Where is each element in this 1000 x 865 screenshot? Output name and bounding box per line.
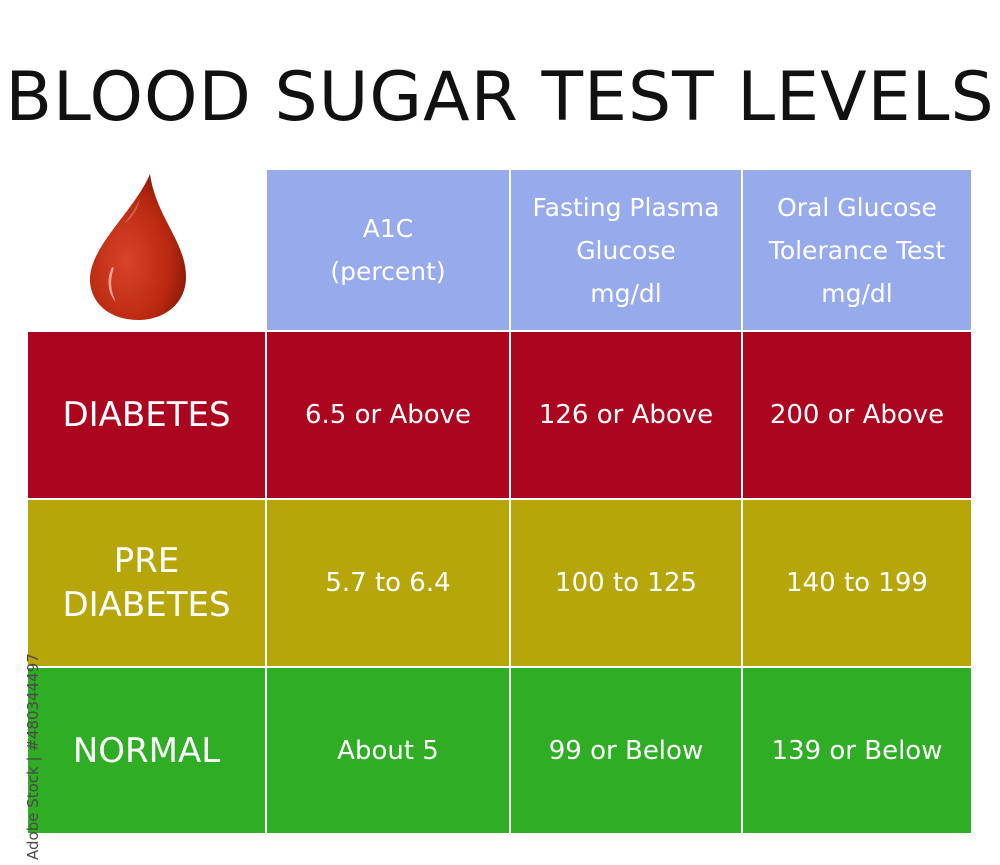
table-cell-value: 126 or Above — [538, 400, 714, 430]
column-header-text: Fasting Plasma Glucose mg/dl — [533, 186, 720, 315]
row-label: DIABETES — [28, 332, 265, 498]
table-cell: 100 to 125 — [511, 500, 741, 666]
column-header-line: A1C — [362, 214, 414, 243]
table-cell-value: 140 to 199 — [786, 568, 928, 598]
table-cell-value: 6.5 or Above — [304, 400, 472, 430]
column-header-line: mg/dl — [590, 278, 662, 308]
table-cell: 5.7 to 6.4 — [267, 500, 509, 666]
table-cell: About 5 — [267, 668, 509, 833]
watermark-text: Adobe Stock | #480344497 — [24, 653, 42, 860]
row-label-line: PRE — [113, 541, 180, 581]
column-header-line: Tolerance Test — [768, 235, 946, 265]
table-cell: 139 or Below — [743, 668, 971, 833]
column-header-text: Oral Glucose Tolerance Test mg/dl — [769, 186, 945, 315]
table-cell: 99 or Below — [511, 668, 741, 833]
row-label-line: DIABETES — [62, 585, 231, 625]
column-header-line: (percent) — [330, 257, 446, 286]
column-header-line: Glucose — [576, 235, 676, 265]
row-label-text: DIABETES — [62, 393, 230, 437]
table-cell: 6.5 or Above — [267, 332, 509, 498]
table-cell: 126 or Above — [511, 332, 741, 498]
chart-title: BLOOD SUGAR TEST LEVELS — [5, 58, 995, 137]
table-cell-value: 99 or Below — [548, 735, 704, 766]
column-header-line: Oral Glucose — [777, 192, 937, 222]
blood-drop-icon — [89, 174, 186, 320]
row-label: NORMAL — [28, 668, 265, 833]
row-label-line: DIABETES — [62, 395, 231, 435]
column-header-line: Fasting Plasma — [532, 192, 720, 222]
row-label-text: NORMAL — [73, 729, 220, 773]
table-cell: 200 or Above — [743, 332, 971, 498]
table-cell-value: 5.7 to 6.4 — [325, 568, 451, 598]
row-label-text: PRE DIABETES — [62, 539, 230, 627]
column-header-text: A1C (percent) — [330, 207, 445, 293]
watermark: Adobe Stock | #480344497 — [4, 620, 42, 860]
column-header-line: mg/dl — [821, 278, 893, 308]
table-cell-value: 139 or Below — [771, 735, 943, 766]
row-label: PRE DIABETES — [28, 500, 265, 666]
row-label-line: NORMAL — [72, 730, 221, 771]
column-header: Oral Glucose Tolerance Test mg/dl — [743, 170, 971, 330]
table-cell-value: 100 to 125 — [555, 568, 697, 598]
table-cell: 140 to 199 — [743, 500, 971, 666]
column-header: A1C (percent) — [267, 170, 509, 330]
column-header: Fasting Plasma Glucose mg/dl — [511, 170, 741, 330]
table-cell-value: 200 or Above — [769, 400, 945, 430]
table-cell-value: About 5 — [337, 735, 439, 766]
